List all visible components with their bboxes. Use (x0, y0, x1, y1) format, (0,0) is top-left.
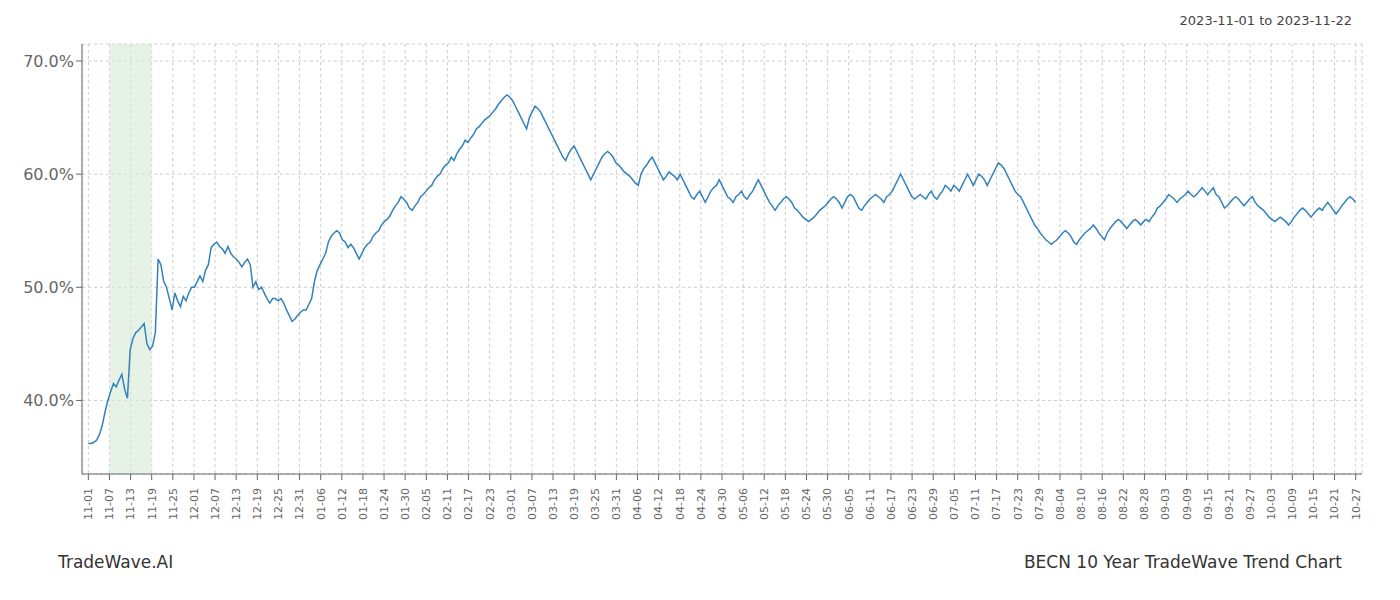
html-text:TradeWave.AI: TradeWave.AI (58, 552, 174, 572)
svg-text:09-15: 09-15 (1202, 488, 1215, 520)
svg-text:50.0%: 50.0% (23, 278, 74, 297)
svg-text:04-12: 04-12 (652, 488, 665, 520)
svg-text:03-01: 03-01 (505, 488, 518, 520)
svg-text:08-16: 08-16 (1096, 488, 1109, 520)
svg-text:09-03: 09-03 (1159, 488, 1172, 520)
svg-text:07-11: 07-11 (969, 488, 982, 520)
svg-text:02-17: 02-17 (462, 488, 475, 520)
svg-text:10-09: 10-09 (1286, 488, 1299, 520)
svg-text:01-12: 01-12 (336, 488, 349, 520)
svg-text:12-19: 12-19 (251, 488, 264, 520)
svg-text:02-11: 02-11 (441, 488, 454, 520)
svg-text:06-05: 06-05 (843, 488, 856, 520)
svg-text:12-13: 12-13 (230, 488, 243, 520)
svg-text:03-19: 03-19 (568, 488, 581, 520)
svg-text:02-23: 02-23 (484, 488, 497, 520)
svg-text:01-06: 01-06 (315, 488, 328, 520)
svg-text:09-21: 09-21 (1223, 488, 1236, 520)
svg-text:06-17: 06-17 (885, 488, 898, 520)
svg-text:08-28: 08-28 (1138, 488, 1151, 520)
svg-text:06-23: 06-23 (906, 488, 919, 520)
svg-text:11-19: 11-19 (146, 488, 159, 520)
svg-text:70.0%: 70.0% (23, 52, 74, 71)
svg-text:08-22: 08-22 (1117, 488, 1130, 520)
svg-text:09-27: 09-27 (1244, 488, 1257, 520)
svg-text:12-01: 12-01 (188, 488, 201, 520)
svg-text:07-05: 07-05 (948, 488, 961, 520)
svg-text:05-18: 05-18 (779, 488, 792, 520)
svg-text:10-27: 10-27 (1350, 488, 1363, 520)
svg-text:11-13: 11-13 (124, 488, 137, 520)
svg-text:11-25: 11-25 (167, 488, 180, 520)
svg-text:07-23: 07-23 (1012, 488, 1025, 520)
svg-text:11-07: 11-07 (103, 488, 116, 520)
svg-text:05-12: 05-12 (758, 488, 771, 520)
html-text:2023-11-01 to 2023-11-22: 2023-11-01 to 2023-11-22 (1179, 13, 1352, 28)
html-text:BECN 10 Year TradeWave Trend C: BECN 10 Year TradeWave Trend Chart (1023, 552, 1342, 572)
svg-text:04-06: 04-06 (631, 488, 644, 520)
svg-text:05-06: 05-06 (737, 488, 750, 520)
svg-text:11-01: 11-01 (82, 488, 95, 520)
svg-text:12-07: 12-07 (209, 488, 222, 520)
svg-text:02-05: 02-05 (420, 488, 433, 520)
svg-text:10-03: 10-03 (1265, 488, 1278, 520)
svg-text:03-31: 03-31 (610, 488, 623, 520)
svg-text:10-15: 10-15 (1307, 488, 1320, 520)
svg-text:01-18: 01-18 (357, 488, 370, 520)
svg-text:08-04: 08-04 (1054, 488, 1067, 520)
svg-text:12-31: 12-31 (293, 488, 306, 520)
svg-text:08-10: 08-10 (1075, 488, 1088, 520)
svg-text:07-29: 07-29 (1033, 488, 1046, 520)
svg-text:40.0%: 40.0% (23, 391, 74, 410)
svg-text:01-30: 01-30 (399, 488, 412, 520)
svg-text:10-21: 10-21 (1328, 488, 1341, 520)
svg-text:06-11: 06-11 (864, 488, 877, 520)
svg-text:05-24: 05-24 (800, 488, 813, 520)
svg-text:03-07: 03-07 (526, 488, 539, 520)
svg-text:04-18: 04-18 (674, 488, 687, 520)
svg-text:05-30: 05-30 (821, 488, 834, 520)
svg-text:09-09: 09-09 (1181, 488, 1194, 520)
svg-text:01-24: 01-24 (378, 488, 391, 520)
svg-text:07-17: 07-17 (990, 488, 1003, 520)
svg-text:04-30: 04-30 (716, 488, 729, 520)
svg-text:60.0%: 60.0% (23, 165, 74, 184)
svg-text:04-24: 04-24 (695, 488, 708, 520)
svg-text:06-29: 06-29 (927, 488, 940, 520)
svg-text:12-25: 12-25 (272, 488, 285, 520)
svg-text:03-13: 03-13 (547, 488, 560, 520)
svg-text:03-25: 03-25 (589, 488, 602, 520)
